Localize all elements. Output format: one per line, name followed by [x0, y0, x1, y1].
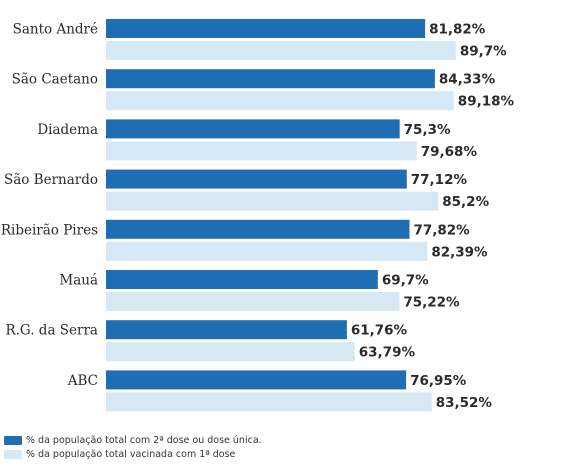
legend-label-series-1: % da população total com 2ª dose ou dose… [26, 434, 262, 446]
bar-series-1 [106, 370, 407, 390]
category-label: São Caetano [12, 72, 98, 88]
bar-series-2 [106, 292, 400, 311]
bar-series-1 [106, 320, 347, 340]
data-label-series-2: 83,52% [436, 395, 493, 411]
bar-series-2 [106, 41, 456, 60]
bar-chart: Santo André 81,82% 89,7% São Caetano 84,33% 8… [1, 19, 515, 412]
bar-series-1 [106, 119, 400, 139]
data-label-series-1: 75,3% [404, 122, 451, 138]
bar-series-1 [106, 169, 407, 189]
data-label-series-2: 75,22% [403, 295, 460, 311]
bar-series-1 [106, 19, 426, 38]
bar-series-1 [106, 270, 378, 289]
bar-series-2 [106, 392, 432, 412]
data-label-series-1: 84,33% [439, 72, 496, 88]
category-label: R.G. da Serra [5, 323, 98, 339]
bar-series-1 [106, 219, 410, 239]
data-label-series-2: 63,79% [359, 345, 416, 361]
legend-swatch-series-1 [4, 435, 22, 445]
category-label: Santo André [13, 22, 98, 38]
bar-series-2 [106, 342, 355, 362]
data-label-series-1: 76,95% [410, 373, 467, 389]
legend: % da população total com 2ª dose ou dose… [4, 433, 262, 461]
category-label: Ribeirão Pires [1, 222, 98, 238]
bar-series-2 [106, 191, 439, 211]
data-label-series-1: 81,82% [429, 22, 486, 38]
category-label: ABC [67, 373, 98, 389]
data-label-series-1: 77,12% [411, 172, 468, 188]
data-label-series-2: 85,2% [442, 194, 489, 210]
legend-item-series-1: % da população total com 2ª dose ou dose… [4, 433, 262, 447]
bar-series-1 [106, 69, 435, 89]
data-label-series-2: 79,68% [421, 144, 478, 160]
data-label-series-2: 82,39% [431, 244, 488, 260]
bar-series-2 [106, 141, 417, 161]
bar-series-2 [106, 91, 454, 111]
legend-item-series-2: % da população total vacinada com 1ª dos… [4, 447, 262, 461]
data-label-series-2: 89,18% [458, 94, 515, 110]
category-label: São Bernardo [4, 172, 98, 188]
data-label-series-1: 77,82% [413, 222, 470, 238]
data-label-series-1: 69,7% [382, 273, 429, 289]
data-label-series-1: 61,76% [351, 323, 408, 339]
legend-label-series-2: % da população total vacinada com 1ª dos… [26, 448, 236, 460]
bar-series-2 [106, 241, 428, 261]
category-label: Diadema [37, 122, 98, 138]
legend-swatch-series-2 [4, 449, 22, 459]
category-label: Mauá [59, 273, 98, 289]
data-label-series-2: 89,7% [460, 44, 507, 60]
